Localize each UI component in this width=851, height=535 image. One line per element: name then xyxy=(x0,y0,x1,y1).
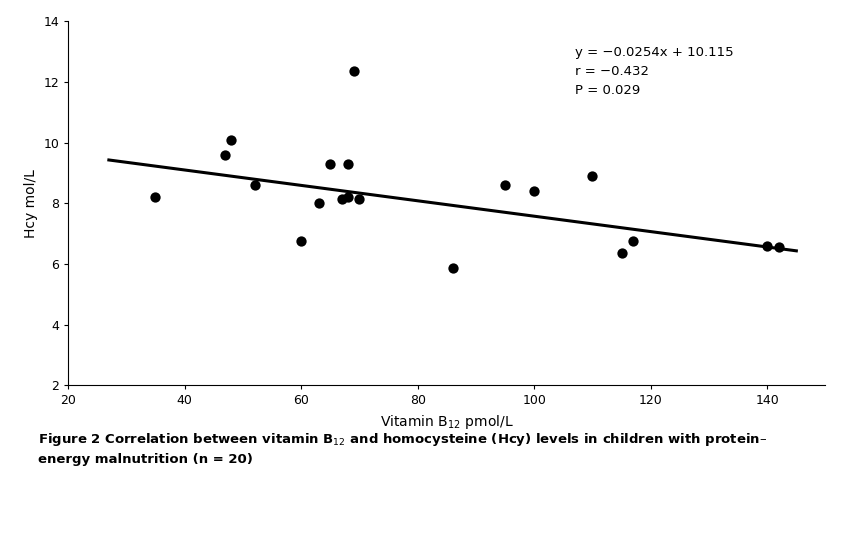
Point xyxy=(498,181,511,189)
Point xyxy=(528,187,541,195)
Point xyxy=(225,135,238,144)
Point xyxy=(585,172,599,180)
Point xyxy=(294,237,308,246)
Point xyxy=(219,150,232,159)
Text: Figure 2 Correlation between vitamin B$_{12}$ and homocysteine (Hcy) levels in c: Figure 2 Correlation between vitamin B$_… xyxy=(38,431,768,465)
Point xyxy=(446,264,460,273)
Point xyxy=(772,243,785,251)
Text: y = −0.0254x + 10.115
r = −0.432
P = 0.029: y = −0.0254x + 10.115 r = −0.432 P = 0.0… xyxy=(575,45,734,97)
Y-axis label: Hcy mol/L: Hcy mol/L xyxy=(24,169,37,238)
Point xyxy=(352,194,366,203)
Point xyxy=(248,181,261,189)
Point xyxy=(761,241,774,250)
Point xyxy=(311,199,325,208)
Point xyxy=(346,67,360,75)
Point xyxy=(323,159,337,168)
Point xyxy=(149,193,163,202)
Point xyxy=(341,159,355,168)
X-axis label: Vitamin B$_{12}$ pmol/L: Vitamin B$_{12}$ pmol/L xyxy=(380,413,514,431)
Point xyxy=(341,193,355,202)
Point xyxy=(335,194,349,203)
Point xyxy=(626,237,640,246)
Point xyxy=(614,249,628,257)
